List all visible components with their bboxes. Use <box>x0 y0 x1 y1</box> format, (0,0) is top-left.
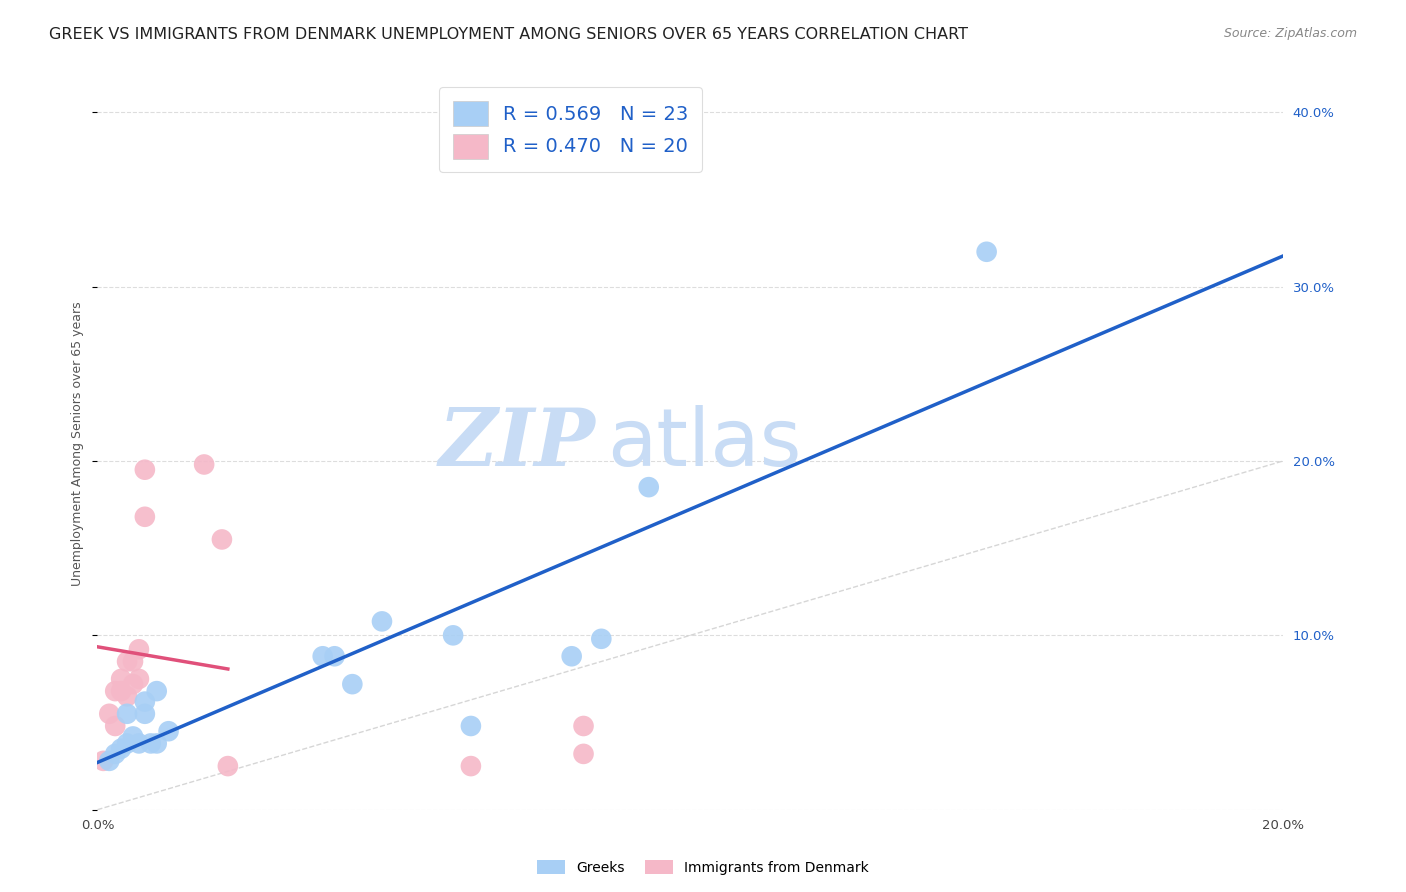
Point <box>115 655 138 669</box>
Point <box>110 684 132 698</box>
Point <box>110 741 132 756</box>
Text: Source: ZipAtlas.com: Source: ZipAtlas.com <box>1223 27 1357 40</box>
Point <box>976 244 998 259</box>
Point <box>134 463 156 477</box>
Point <box>145 684 167 698</box>
Point <box>460 759 482 773</box>
Legend: R = 0.569   N = 23, R = 0.470   N = 20: R = 0.569 N = 23, R = 0.470 N = 20 <box>439 87 702 172</box>
Point <box>98 706 121 721</box>
Point <box>441 628 464 642</box>
Point <box>561 649 583 664</box>
Point <box>122 730 145 744</box>
Point <box>342 677 364 691</box>
Point <box>115 706 138 721</box>
Point <box>134 695 156 709</box>
Point <box>104 747 127 761</box>
Point <box>115 736 138 750</box>
Point <box>115 690 138 704</box>
Point <box>572 747 595 761</box>
Point <box>139 736 162 750</box>
Point <box>312 649 335 664</box>
Point <box>122 677 145 691</box>
Point <box>128 642 150 657</box>
Point <box>157 724 180 739</box>
Point <box>217 759 239 773</box>
Point <box>104 719 127 733</box>
Point <box>193 458 215 472</box>
Point <box>122 655 145 669</box>
Point <box>637 480 659 494</box>
Point <box>110 672 132 686</box>
Point <box>134 706 156 721</box>
Point <box>128 672 150 686</box>
Point <box>572 719 595 733</box>
Point <box>98 754 121 768</box>
Point <box>104 684 127 698</box>
Point <box>371 615 394 629</box>
Legend: Greeks, Immigrants from Denmark: Greeks, Immigrants from Denmark <box>531 855 875 880</box>
Point <box>211 533 233 547</box>
Point <box>128 736 150 750</box>
Text: GREEK VS IMMIGRANTS FROM DENMARK UNEMPLOYMENT AMONG SENIORS OVER 65 YEARS CORREL: GREEK VS IMMIGRANTS FROM DENMARK UNEMPLO… <box>49 27 969 42</box>
Text: ZIP: ZIP <box>439 405 595 483</box>
Text: atlas: atlas <box>607 405 801 483</box>
Point <box>134 509 156 524</box>
Point <box>323 649 346 664</box>
Point <box>460 719 482 733</box>
Point <box>93 754 115 768</box>
Point <box>591 632 613 646</box>
Point <box>145 736 167 750</box>
Y-axis label: Unemployment Among Seniors over 65 years: Unemployment Among Seniors over 65 years <box>72 301 84 586</box>
